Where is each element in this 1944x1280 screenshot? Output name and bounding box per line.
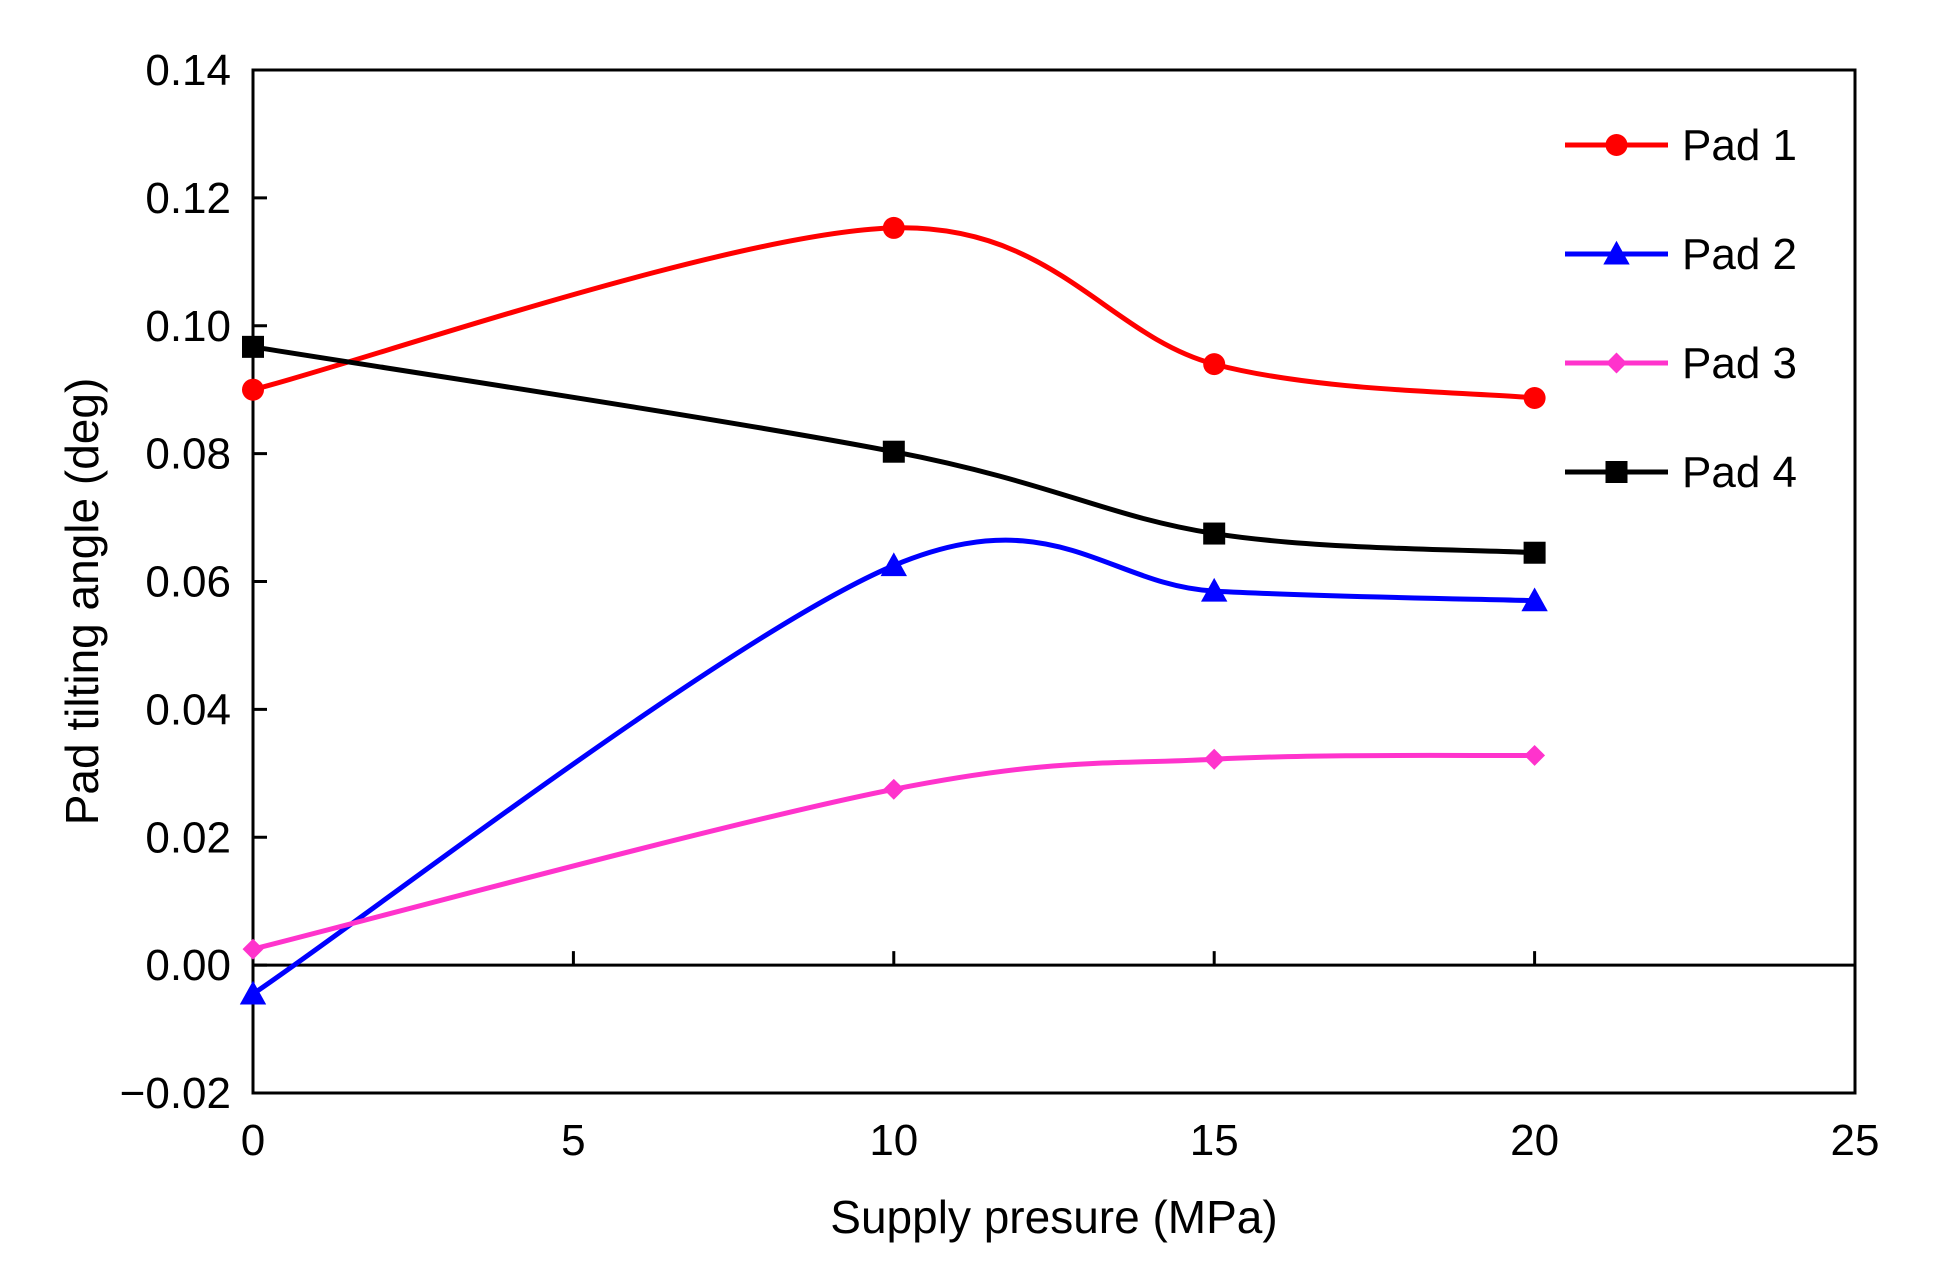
series-line-pad-3: [252, 752, 1535, 952]
y-tick-label: 0.12: [145, 174, 231, 223]
series-line-pad-4: [252, 344, 1535, 556]
data-point-pad-3: [242, 938, 264, 960]
legend-label-pad-2: Pad 2: [1682, 230, 1797, 279]
series-line-pad-2: [251, 537, 1535, 996]
y-tick-label: 0.02: [145, 813, 231, 862]
y-tick-label: −0.02: [120, 1069, 231, 1118]
data-point-pad-1: [882, 216, 905, 239]
legend-marker-pad-1: [1605, 134, 1628, 156]
data-point-pad-3: [1203, 748, 1225, 770]
y-tick-label: 0.10: [145, 302, 231, 351]
data-point-pad-2: [1521, 587, 1548, 612]
legend-label-pad-4: Pad 4: [1682, 448, 1797, 497]
data-point-pad-1: [242, 378, 264, 401]
legend-marker-pad-4: [1605, 461, 1628, 483]
series-line-pad-1: [252, 225, 1535, 401]
chart-marks: 0 5 10 15 20 25 −0.02 0.00 0.02 0.04 0.06 0.08 0.10 0…: [120, 46, 1880, 1165]
data-point-pad-3: [1524, 744, 1546, 766]
x-tick-label: 15: [1190, 1116, 1239, 1165]
y-axis-title: Pad tilting angle (deg): [56, 378, 108, 826]
data-point-pad-4: [1203, 522, 1226, 545]
data-point-pad-2: [239, 980, 267, 1005]
y-tick-label: 0.04: [145, 685, 231, 734]
plot-frame: [251, 68, 1857, 1095]
data-point-pad-1: [1523, 386, 1546, 409]
x-axis-title: Supply presure (MPa): [830, 1191, 1277, 1243]
x-tick-label: 0: [241, 1116, 265, 1165]
legend-marker-pad-2: [1603, 240, 1630, 265]
x-tick-label: 5: [561, 1116, 585, 1165]
y-tick-label: 0.06: [145, 558, 231, 607]
data-point-pad-3: [883, 778, 905, 800]
data-point-pad-4: [242, 335, 264, 358]
legend-marker-pad-3: [1606, 352, 1627, 374]
x-tick-label: 10: [869, 1116, 918, 1165]
y-tick-label: 0.00: [145, 941, 231, 990]
legend-label-pad-1: Pad 1: [1682, 121, 1797, 170]
data-point-pad-4: [882, 440, 905, 463]
data-point-pad-1: [1203, 353, 1226, 376]
x-tick-label: 25: [1831, 1116, 1880, 1165]
legend-label-pad-3: Pad 3: [1682, 339, 1797, 388]
data-point-pad-2: [1201, 577, 1228, 602]
x-tick-label: 20: [1510, 1116, 1559, 1165]
y-tick-label: 0.14: [145, 46, 231, 95]
data-point-pad-4: [1523, 541, 1546, 564]
y-tick-label: 0.08: [145, 430, 231, 479]
data-point-pad-2: [880, 552, 907, 577]
